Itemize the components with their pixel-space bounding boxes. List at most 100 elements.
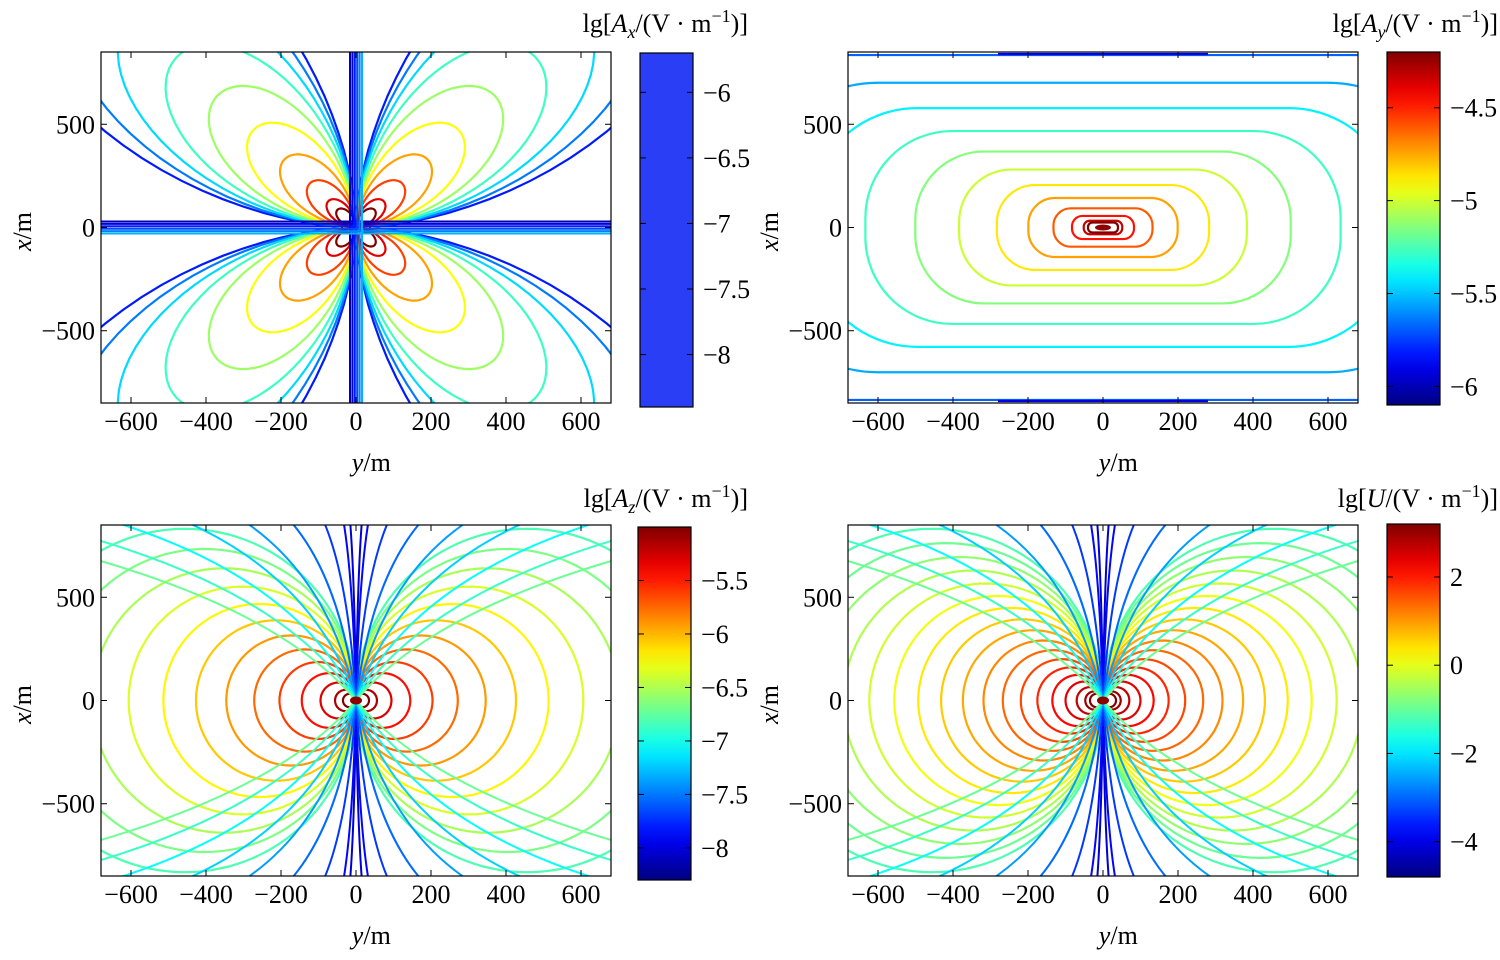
contour-line <box>355 525 522 701</box>
contour-line <box>893 594 1313 807</box>
y-tick-label: 500 <box>56 583 95 612</box>
x-tick-label: −200 <box>254 407 308 436</box>
x-tick-label: 200 <box>1159 407 1198 436</box>
contour-line <box>982 639 1224 762</box>
contour-line <box>1102 560 1358 702</box>
contour-line <box>994 700 1104 876</box>
x-tick-label: 400 <box>1234 407 1273 436</box>
colorbar: −6 −6.5 −7 −7.5 −8 <box>639 52 750 408</box>
colorbar-tick-label: −5.5 <box>1450 280 1497 309</box>
contour-line <box>1102 540 1358 702</box>
colorbar-fill <box>638 527 691 880</box>
y-tick-label: 500 <box>56 110 95 139</box>
colorbar-tick-label: −6 <box>701 620 729 649</box>
y-tick-label: −500 <box>41 790 95 819</box>
contour-line <box>324 525 357 701</box>
colorbar-tick-label: −5 <box>1450 187 1478 216</box>
chart-panel-ay: −600 −400 −200 0 200 400 600 500 0 −500 y/m x/m lg[A… <box>750 0 1500 480</box>
contour-line <box>917 606 1289 795</box>
contour-line <box>1095 224 1111 231</box>
chart-u-svg: −600 −400 −200 0 200 400 600 500 0 −500 y/m x/m lg[U… <box>755 481 1498 950</box>
x-tick-label: −400 <box>926 407 980 436</box>
x-tick-label: −400 <box>179 880 233 909</box>
x-tick-label: −600 <box>104 407 158 436</box>
contour-line <box>1102 525 1116 701</box>
contour-line <box>343 700 357 876</box>
colorbar-frame <box>639 52 694 408</box>
x-axis-label: y/m <box>349 921 391 950</box>
contour-line <box>101 547 611 854</box>
colorbar-tick-label: −6 <box>1450 372 1478 401</box>
chart-ay-svg: −600 −400 −200 0 200 400 600 500 0 −500 y/m x/m lg[A… <box>755 6 1498 477</box>
contour-line <box>1052 207 1154 248</box>
chart-panel-ax: −600 −400 −200 0 200 400 600 500 0 −500 y/m x/m lg[A… <box>0 0 750 480</box>
contour-line <box>1102 700 1339 876</box>
x-tick-label: 200 <box>1159 880 1198 909</box>
contour-line <box>355 525 465 701</box>
contour-line <box>355 560 611 702</box>
y-tick-label: −500 <box>41 317 95 346</box>
chart-panel-u: −600 −400 −200 0 200 400 600 500 0 −500 y/m x/m lg[U… <box>750 475 1500 955</box>
colorbar-frame <box>637 526 692 881</box>
x-tick-label: 0 <box>1097 407 1110 436</box>
y-axis-label: x/m <box>755 685 784 725</box>
contour-line <box>355 700 369 876</box>
contour-line <box>225 634 487 767</box>
colorbar-frame <box>1386 51 1441 406</box>
contour-line <box>247 700 357 876</box>
contour-line <box>1090 700 1104 876</box>
contour-line <box>1082 219 1124 236</box>
colorbar-tick-label: −6.5 <box>703 144 750 173</box>
x-tick-label: −600 <box>104 880 158 909</box>
contour-line <box>848 555 1358 846</box>
colorbar-tick-label: 2 <box>1450 563 1463 592</box>
contour-line <box>937 525 1104 701</box>
x-tick-label: −400 <box>179 407 233 436</box>
chart-title: lg[U/(V · m−1)] <box>1338 481 1498 513</box>
colorbar-fill <box>1387 52 1440 405</box>
x-tick-label: 0 <box>350 880 363 909</box>
contour-line <box>937 700 1104 876</box>
y-axis-label: x/m <box>755 212 784 252</box>
contour-line <box>848 699 1104 841</box>
y-tick-label: 500 <box>803 583 842 612</box>
contour-line <box>1039 525 1104 701</box>
colorbar-tick-label: −4 <box>1450 828 1478 857</box>
contour-line <box>848 540 1104 702</box>
colorbar: 2 0 −2 −4 <box>1386 523 1478 878</box>
contour-line <box>120 525 357 701</box>
contour-line <box>355 525 369 701</box>
contour-line <box>867 700 1104 876</box>
contour-line <box>1071 525 1104 701</box>
contour-line <box>848 699 1104 861</box>
y-axis-label: x/m <box>8 685 37 725</box>
x-axis-label: y/m <box>1096 921 1138 950</box>
contour-lines <box>848 525 1358 876</box>
contour-line <box>864 129 1342 326</box>
contour-line <box>961 629 1245 772</box>
x-tick-label: 0 <box>1097 880 1110 909</box>
x-tick-label: 400 <box>487 880 526 909</box>
contour-line <box>253 648 459 753</box>
contour-line <box>120 700 357 876</box>
x-tick-label: 0 <box>350 407 363 436</box>
colorbar-tick-label: −5.5 <box>701 566 748 595</box>
x-tick-label: −600 <box>851 407 905 436</box>
contour-line <box>292 525 357 701</box>
contour-line <box>1102 525 1135 701</box>
contour-line <box>848 541 1358 860</box>
chart-title: lg[Ay/(V · m−1)] <box>1333 6 1498 42</box>
contour-line <box>848 107 1358 348</box>
contour-line <box>101 527 611 874</box>
colorbar: −4.5 −5 −5.5 −6 <box>1386 51 1497 406</box>
contour-line <box>1090 525 1104 701</box>
y-tick-label: 0 <box>82 214 95 243</box>
contour-line <box>355 525 388 701</box>
contour-line <box>350 696 362 705</box>
contour-line <box>1071 700 1104 876</box>
colorbar: −5.5 −6 −6.5 −7 −7.5 −8 <box>637 526 748 881</box>
colorbar-tick-label: −8 <box>701 834 729 863</box>
contour-line <box>355 700 420 876</box>
contour-line <box>867 525 1104 701</box>
contour-line <box>101 567 611 834</box>
